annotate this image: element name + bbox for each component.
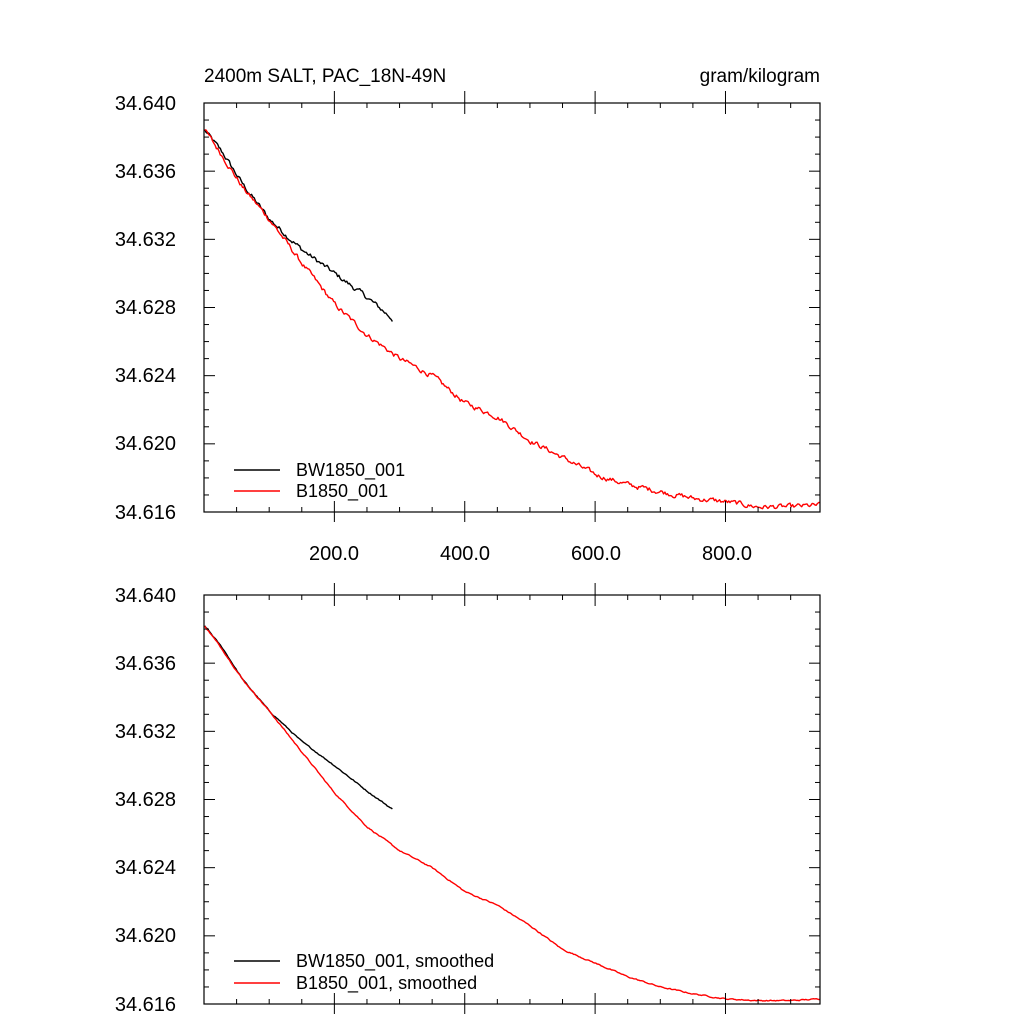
legend-label: BW1850_001, smoothed [296,951,494,972]
chart-units: gram/kilogram [700,66,820,87]
y-tick-label: 34.640 [115,585,176,607]
series-line [204,129,820,510]
chart-title: 2400m SALT, PAC_18N-49N [204,66,446,87]
y-tick-label: 34.632 [115,229,176,251]
y-tick-labels: 34.640 34.636 34.632 34.628 34.624 34.62… [115,93,176,524]
series-line [204,129,393,322]
legend: BW1850_001, smoothed B1850_001, smoothed [234,951,494,994]
y-tick-labels: 34.640 34.636 34.632 34.628 34.624 34.62… [115,585,176,1016]
y-tick-label: 34.620 [115,925,176,947]
x-tick-label: 400.0 [440,543,490,565]
bottom-panel: 34.640 34.636 34.632 34.628 34.624 34.62… [115,583,821,1016]
legend-label: BW1850_001 [296,460,405,481]
y-tick-label: 34.624 [115,365,176,387]
x-tick-labels: 200.0 400.0 600.0 800.0 [309,543,752,565]
series-line [204,625,821,1002]
y-tick-label: 34.616 [115,994,176,1016]
y-tick-label: 34.636 [115,653,176,675]
y-tick-label: 34.640 [115,93,176,115]
y-tick-label: 34.632 [115,721,176,743]
series-layer [204,625,821,1002]
y-tick-label: 34.628 [115,789,176,811]
x-tick-label: 600.0 [571,543,621,565]
y-tick-label: 34.616 [115,502,176,524]
legend-label: B1850_001 [296,481,388,502]
x-tick-label: 800.0 [702,543,752,565]
top-panel: 2400m SALT, PAC_18N-49N gram/kilogram 34… [115,66,821,565]
y-tick-label: 34.624 [115,857,176,879]
plot-frame [203,102,821,513]
x-tick-label: 200.0 [309,543,359,565]
series-layer [204,129,820,510]
y-tick-label: 34.620 [115,433,176,455]
series-line [204,625,393,810]
legend: BW1850_001 B1850_001 [234,460,405,502]
y-tick-label: 34.636 [115,161,176,183]
ticks-layer [204,91,820,522]
legend-label: B1850_001, smoothed [296,973,477,994]
plot-frame [203,594,821,1005]
ticks-layer [204,583,820,1014]
y-tick-label: 34.628 [115,297,176,319]
